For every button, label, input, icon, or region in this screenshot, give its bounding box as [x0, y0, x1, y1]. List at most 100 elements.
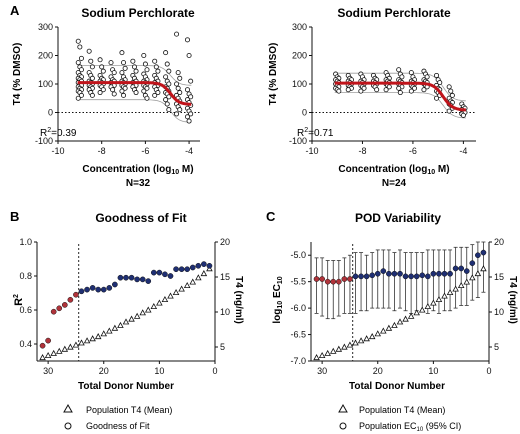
- data-point: [408, 88, 414, 94]
- x-tick-label: 30: [43, 366, 53, 376]
- data-point: [408, 70, 414, 76]
- fit-point: [162, 271, 168, 278]
- y-tick-label-right: 15: [494, 272, 504, 282]
- y-tick-label-right: 20: [494, 237, 504, 247]
- ec10-point: [319, 276, 325, 282]
- data-point: [345, 87, 351, 93]
- data-point: [396, 85, 402, 91]
- y-tick-label: 100: [38, 79, 53, 89]
- data-point: [399, 74, 405, 80]
- t4-point: [329, 347, 337, 354]
- data-point: [166, 68, 172, 74]
- t4-point: [178, 285, 185, 292]
- ec10-point: [341, 276, 348, 282]
- data-point: [437, 80, 443, 86]
- t4-point: [172, 288, 180, 296]
- data-point: [108, 60, 114, 66]
- ec10-point: [358, 273, 364, 280]
- t4-point: [83, 337, 91, 344]
- t4-point: [100, 330, 108, 337]
- fit-point: [61, 302, 68, 308]
- data-point: [186, 53, 192, 59]
- t4-point: [341, 343, 348, 350]
- data-point: [177, 107, 183, 113]
- data-point: [163, 97, 169, 103]
- t4-point: [161, 295, 169, 303]
- data-point: [446, 108, 452, 114]
- data-point: [130, 58, 136, 64]
- x-tick-label: 30: [317, 366, 327, 376]
- y-axis-label-right: T4 (ng/ml): [507, 276, 518, 324]
- ec10-point: [335, 278, 342, 285]
- fit-point: [184, 266, 191, 273]
- fit-point: [50, 308, 57, 315]
- data-point: [78, 92, 84, 98]
- t4-point: [72, 341, 80, 348]
- t4-point: [195, 274, 202, 281]
- data-point: [78, 55, 84, 61]
- data-point: [75, 95, 81, 101]
- x-tick-label: 0: [212, 366, 217, 376]
- ec10-point: [430, 270, 437, 277]
- t4-point: [324, 349, 331, 356]
- t4-point: [446, 288, 454, 296]
- y-axis-label-left: log10 EC10: [272, 276, 284, 323]
- ec10-point: [452, 265, 459, 272]
- fit-line: [77, 81, 192, 106]
- data-point: [383, 87, 389, 93]
- x-tick-label: 0: [486, 366, 491, 376]
- data-point: [75, 60, 81, 66]
- data-point: [374, 87, 380, 93]
- data-point: [75, 38, 81, 44]
- ec10-point: [408, 273, 414, 280]
- chart-a-right: Sodium Perchlorate T4 (% DMSO) Concentra…: [268, 6, 476, 189]
- data-point: [424, 74, 430, 80]
- t4-point: [391, 321, 398, 328]
- data-point: [144, 67, 150, 73]
- y-tick-label: 0: [48, 108, 53, 118]
- data-point: [133, 90, 139, 96]
- t4-point: [430, 299, 437, 306]
- ec10-point: [386, 270, 392, 277]
- y-tick-label-right: 20: [220, 237, 230, 247]
- data-point: [163, 74, 169, 80]
- t4-point: [385, 324, 393, 331]
- ec10-point: [480, 249, 487, 256]
- x-axis-label: Concentration (log10 M): [82, 164, 193, 176]
- fit-point: [206, 262, 213, 269]
- t4-point: [469, 274, 476, 281]
- ec10-point: [463, 268, 470, 274]
- fit-point: [134, 276, 140, 283]
- y-tick-label: -100: [289, 136, 307, 146]
- fit-point: [195, 262, 202, 269]
- t4-point: [128, 315, 135, 322]
- data-point: [396, 67, 402, 73]
- data-point: [155, 90, 161, 96]
- t4-point: [139, 309, 146, 316]
- ec10-point: [447, 270, 453, 277]
- data-point: [397, 90, 403, 96]
- chart-b-goodness-of-fit: Goodness of Fit R2 T4 (ng/ml) Total Dono…: [13, 211, 244, 431]
- data-point: [174, 81, 180, 87]
- data-point: [89, 64, 95, 70]
- data-point: [141, 53, 147, 59]
- t4-point: [78, 339, 85, 346]
- t4-point: [457, 281, 465, 289]
- data-point: [177, 75, 183, 81]
- chart-a-left: Sodium Perchlorate T4 (% DMSO) Concentra…: [12, 6, 200, 189]
- t4-point: [452, 285, 459, 292]
- fit-point: [45, 337, 51, 344]
- data-point: [78, 67, 84, 73]
- data-point: [188, 78, 194, 84]
- t4-point: [144, 306, 152, 313]
- t4-point: [150, 302, 158, 310]
- t4-point: [200, 270, 208, 277]
- t4-point: [463, 278, 471, 285]
- legend: Population T4 (Mean) Population EC10 (95…: [338, 403, 461, 433]
- data-point: [133, 68, 139, 74]
- t4-point: [39, 354, 46, 361]
- fit-point: [167, 273, 174, 279]
- legend-circle-icon: [339, 422, 347, 430]
- data-point: [175, 85, 181, 91]
